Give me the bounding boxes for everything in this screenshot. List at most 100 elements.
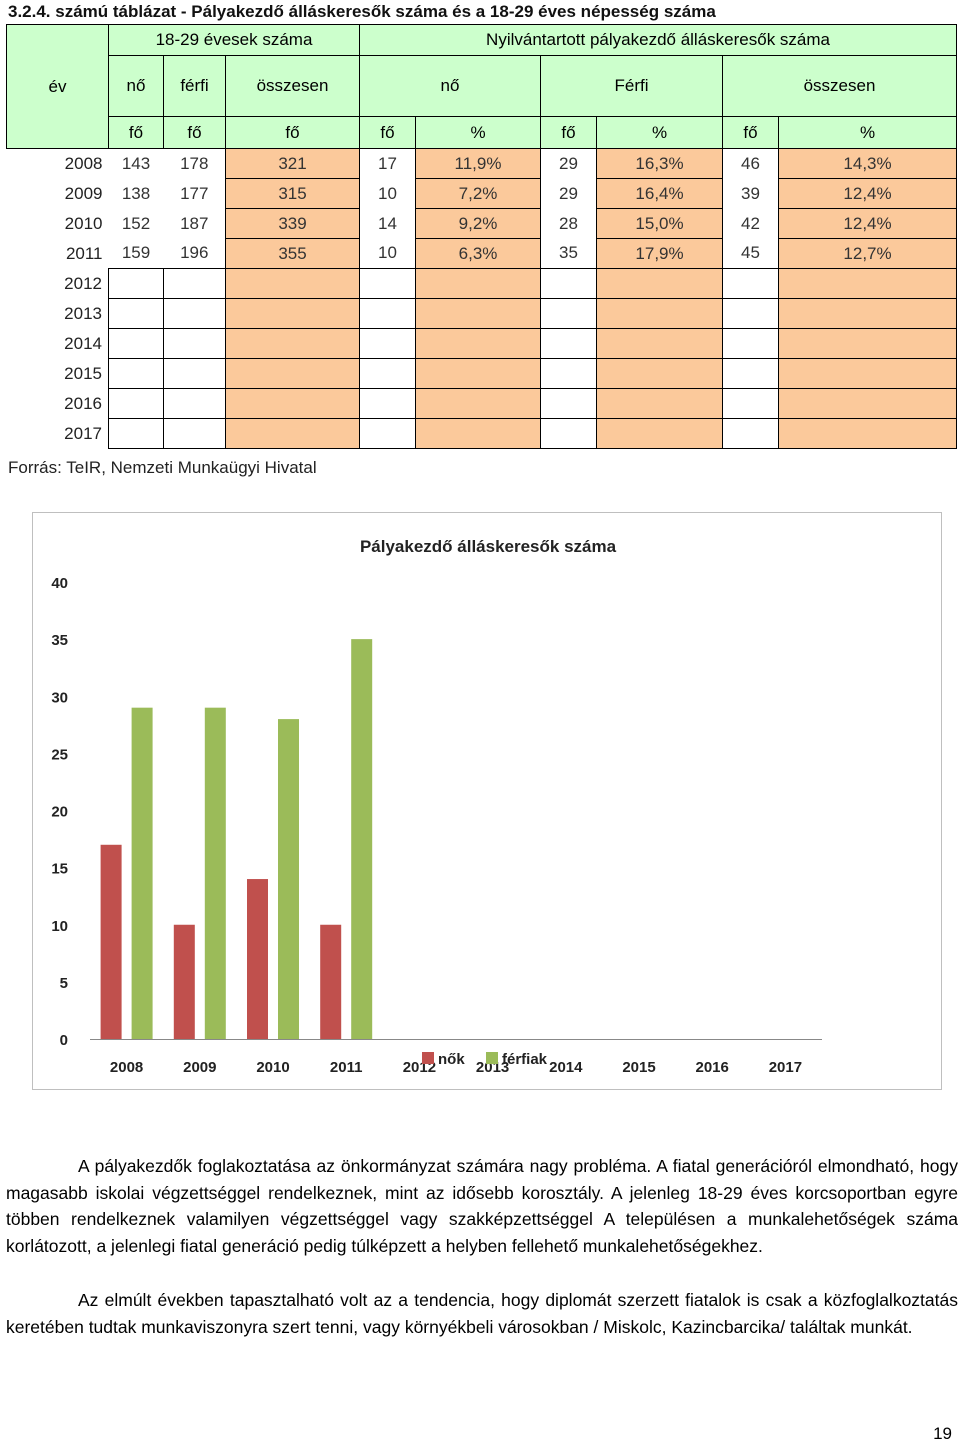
table-cell [722, 418, 780, 449]
bar-female [320, 924, 342, 1039]
table-cell [415, 388, 542, 419]
table-cell [224, 418, 361, 449]
table-cell [540, 328, 598, 359]
table-cell [224, 358, 361, 389]
table-cell [722, 328, 780, 359]
sub-header-reg-male: Férfi [540, 55, 724, 117]
group-registered-header: Nyilvántartott pályakezdő álláskeresők s… [359, 24, 958, 56]
table-cell [108, 298, 164, 329]
table-cell [224, 268, 361, 299]
table-cell: 339 [224, 208, 361, 239]
table-row: 2013 [6, 298, 958, 329]
table-row: 2017 [6, 418, 958, 449]
table-cell [778, 298, 958, 329]
table-cell: 17,9% [596, 238, 724, 269]
bar-chart: Pályakezdő álláskeresők száma 0 5 10 15 20 25… [32, 512, 942, 1090]
unit-header: fő [722, 116, 780, 149]
table-row: 2008 143 178 321 17 11,9% 29 16,3% 46 14,3% [6, 148, 958, 179]
table-cell [359, 328, 417, 359]
bar-male [351, 639, 373, 1039]
table-cell [596, 328, 724, 359]
table-cell [722, 298, 780, 329]
table-cell [596, 298, 724, 329]
table-cell: 14 [359, 208, 416, 239]
year-cell: 2013 [6, 298, 109, 329]
table-cell [596, 268, 724, 299]
table-row: 2010 152 187 339 14 9,2% 28 15,0% 42 12,4% [6, 208, 958, 239]
table-cell: 16,4% [596, 178, 724, 209]
sub-header-male: férfi [163, 55, 226, 117]
table-cell: 9,2% [415, 208, 542, 239]
unit-header: fő [108, 116, 164, 149]
table-cell: 177 [163, 178, 226, 209]
y-tick-label: 25 [51, 746, 68, 763]
y-tick-label: 40 [51, 575, 68, 592]
table-cell [415, 298, 542, 329]
unit-header: fő [163, 116, 226, 149]
table-cell: 35 [540, 238, 597, 269]
x-tick-label: 2017 [769, 1059, 802, 1076]
table-cell: 28 [540, 208, 597, 239]
legend-swatch [486, 1052, 498, 1064]
table-cell: 7,2% [415, 178, 542, 209]
y-tick-label: 10 [51, 918, 68, 935]
y-tick-label: 15 [51, 861, 68, 878]
table-cell: 152 [108, 208, 164, 239]
table-cell: 29 [540, 178, 597, 209]
x-tick-label: 2016 [696, 1059, 729, 1076]
bar-female [173, 924, 195, 1039]
table-cell [108, 268, 164, 299]
table-row: 2011 159 196 355 10 6,3% 35 17,9% 45 12,7% [6, 238, 958, 269]
table-cell: 12,4% [778, 208, 958, 239]
table-cell [722, 268, 780, 299]
year-header: év [6, 24, 109, 149]
table-cell: 138 [108, 178, 164, 209]
year-cell: 2016 [6, 388, 109, 419]
source-note: Forrás: TeIR, Nemzeti Munkaügyi Hivatal [8, 458, 317, 477]
table-cell [596, 388, 724, 419]
group-18-29-header: 18-29 évesek száma [107, 24, 361, 56]
y-tick-label: 30 [51, 689, 68, 706]
y-tick-label: 0 [60, 1032, 68, 1049]
page-number: 19 [933, 1424, 952, 1443]
table-cell [163, 388, 226, 419]
table-cell [540, 298, 598, 329]
table-cell: 355 [224, 238, 361, 269]
table-cell [359, 358, 417, 389]
table-cell: 178 [163, 148, 226, 179]
table-cell [415, 358, 542, 389]
year-cell: 2012 [6, 268, 109, 299]
table-cell: 143 [108, 148, 164, 179]
table-row: 2016 [6, 388, 958, 419]
table-cell [722, 358, 780, 389]
table-cell [778, 328, 958, 359]
bar-female [247, 879, 268, 1039]
table-cell: 42 [722, 208, 779, 239]
x-tick-label: 2011 [330, 1059, 363, 1076]
data-table: év 18-29 évesek száma Nyilvántartott pál… [6, 24, 958, 449]
table-cell: 16,3% [596, 148, 724, 179]
table-cell [596, 418, 724, 449]
chart-title: Pályakezdő álláskeresők száma [360, 537, 617, 556]
sub-header-reg-female: nő [359, 55, 542, 117]
unit-row: fő fő fő fő% fő% fő% [7, 116, 958, 149]
table-cell [108, 418, 164, 449]
y-tick-label: 35 [51, 632, 68, 649]
table-cell [224, 328, 361, 359]
paragraph-2: Az elmúlt években tapasztalható volt az … [6, 1290, 958, 1337]
table-cell: 159 [108, 238, 164, 269]
table-cell [778, 418, 958, 449]
table-title: 3.2.4. számú táblázat - Pályakezdő állás… [8, 2, 716, 21]
table-cell: 46 [722, 148, 779, 179]
table-cell: 321 [224, 148, 361, 179]
table-cell [540, 358, 598, 389]
unit-header: % [778, 116, 958, 149]
table-cell [778, 358, 958, 389]
table-cell [778, 268, 958, 299]
paragraph-1: A pályakezdők foglakoztatása az önkormán… [6, 1156, 958, 1256]
table-cell: 6,3% [415, 238, 542, 269]
table-cell [163, 298, 226, 329]
table-cell [163, 328, 226, 359]
table-cell [359, 388, 417, 419]
legend-swatch [422, 1052, 434, 1064]
